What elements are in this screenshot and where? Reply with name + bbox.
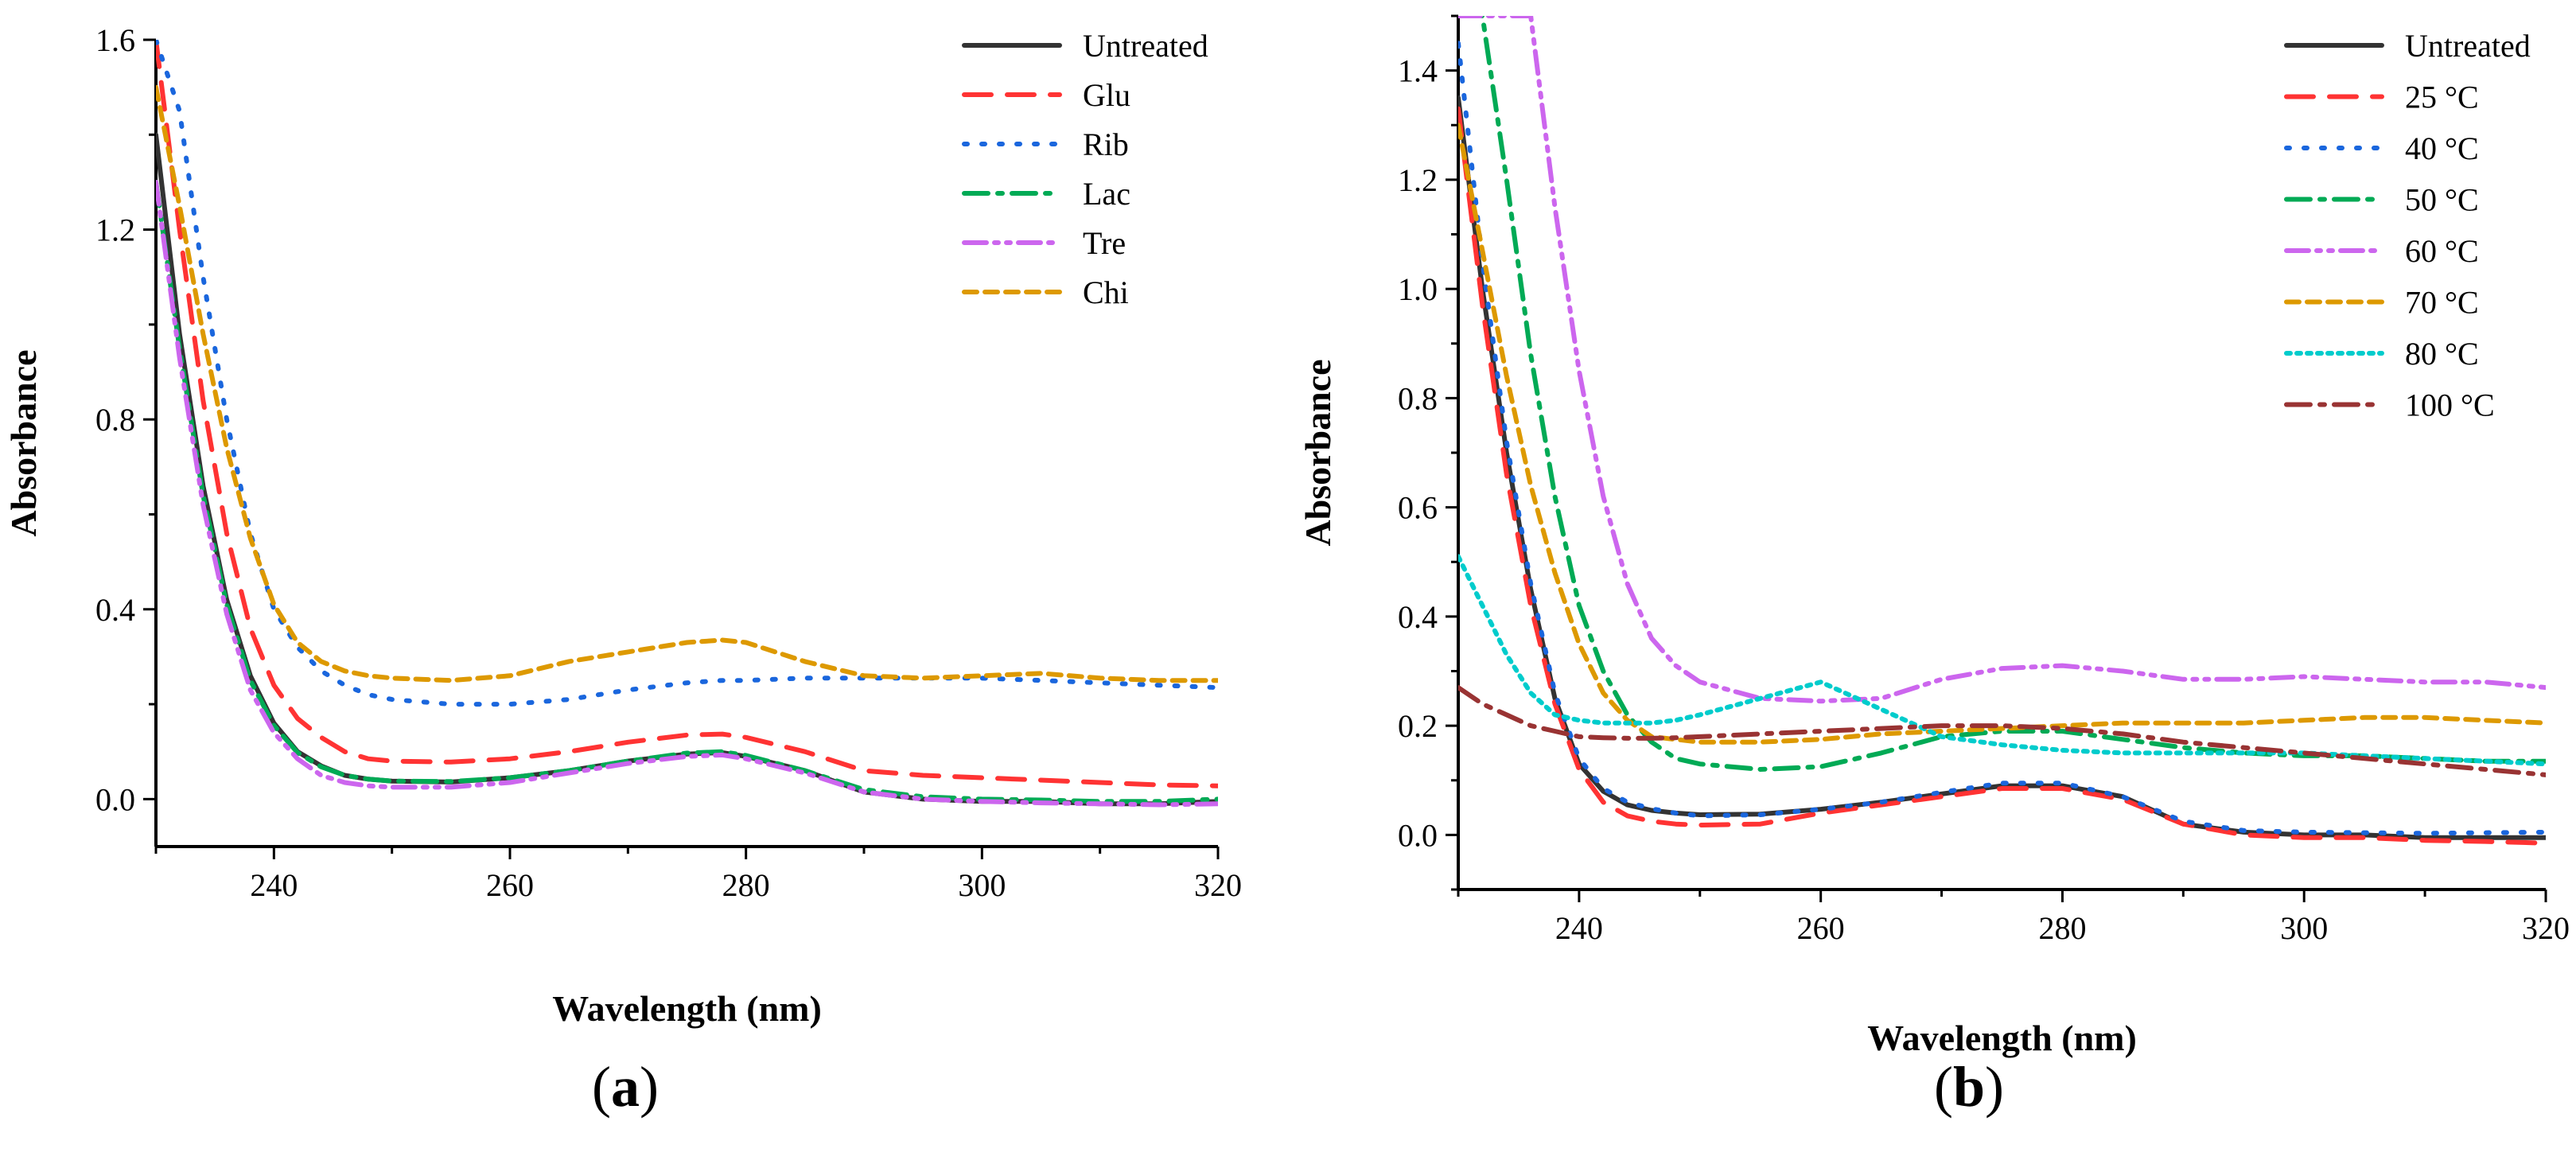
y-tick-label: 0.6 (1398, 490, 1438, 526)
series-line-70-c (1458, 123, 2546, 745)
panel-label: (b) (1934, 1055, 2004, 1119)
x-tick-label: 320 (1194, 867, 1242, 903)
y-tick-label: 0.0 (1398, 817, 1438, 853)
series-line-40-c (1458, 41, 2546, 836)
legend-label: Tre (1083, 225, 1126, 261)
plot-area (156, 40, 1218, 808)
y-tick-label: 0.4 (1398, 599, 1438, 635)
y-axis-title: Absorbance (3, 349, 44, 536)
legend-label: Lac (1083, 176, 1130, 212)
panel-label: (a) (592, 1055, 659, 1119)
legend-label: Untreated (2405, 28, 2531, 64)
legend-label: Chi (1083, 274, 1129, 310)
y-tick-label: 1.0 (1398, 271, 1438, 307)
legend-label: 25 °C (2405, 80, 2479, 115)
x-tick-label: 240 (250, 867, 298, 903)
plot-area (1458, 16, 2546, 846)
x-axis-title: Wavelength (nm) (552, 988, 822, 1029)
legend-label: 100 °C (2405, 387, 2495, 423)
legend-label: Untreated (1083, 28, 1208, 64)
series-line-rib (156, 40, 1218, 707)
legend-label: 70 °C (2405, 285, 2479, 321)
y-tick-label: 1.2 (1398, 162, 1438, 198)
legend-label: 40 °C (2405, 130, 2479, 166)
x-tick-label: 280 (2038, 910, 2086, 946)
panel-label-letter: a (611, 1055, 640, 1119)
series-line-untreated (1458, 95, 2546, 840)
x-tick-label: 260 (1797, 910, 1845, 946)
x-tick-label: 300 (2280, 910, 2328, 946)
legend: Untreated 25 °C 40 °C 50 °C 60 °C 70 °C 80 °C 1… (2284, 28, 2531, 423)
series-line-glu (156, 40, 1218, 788)
y-tick-label: 0.2 (1398, 708, 1438, 744)
chart-panel-b: 240 260 280 300 320 0.0 0.2 0.4 0.6 0.8 1.0 1.2 1.4 W… (1298, 14, 2570, 1119)
x-tick-label: 280 (722, 867, 770, 903)
series-line-tre (156, 179, 1218, 808)
y-tick-label: 1.4 (1398, 53, 1438, 89)
y-tick-label: 0.0 (95, 781, 135, 817)
y-tick-label: 0.4 (95, 592, 135, 628)
panel-label-letter: b (1953, 1055, 1985, 1119)
series-line-80-c (1458, 554, 2546, 767)
legend-label: 80 °C (2405, 336, 2479, 372)
series-line-50-c (1458, 16, 2546, 772)
legend-label: Glu (1083, 77, 1130, 113)
legend-label: 60 °C (2405, 233, 2479, 269)
x-tick-label: 300 (958, 867, 1006, 903)
y-axis-title: Absorbance (1298, 359, 1338, 546)
panel-label-open: ( (1934, 1055, 1953, 1119)
panel-label-close: ) (640, 1055, 659, 1119)
x-axis-title: Wavelength (nm) (1867, 1018, 2137, 1058)
x-tick-label: 260 (486, 867, 534, 903)
chart-panel-a: 240 260 280 300 320 0.0 0.4 0.8 1.2 1.6 Wavelength… (3, 22, 1242, 1119)
y-tick-label: 1.2 (95, 212, 135, 248)
y-tick-label: 0.8 (95, 402, 135, 438)
panel-label-open: ( (592, 1055, 611, 1119)
panel-label-close: ) (1985, 1055, 2004, 1119)
y-tick-label: 1.6 (95, 22, 135, 58)
x-tick-label: 240 (1555, 910, 1603, 946)
series-line-lac (156, 179, 1218, 804)
series-line-chi (156, 84, 1218, 683)
legend-label: 50 °C (2405, 182, 2479, 218)
legend: Untreated Glu Rib Lac Tre Chi (962, 28, 1208, 310)
series-line-25-c (1458, 106, 2546, 846)
legend-label: Rib (1083, 127, 1129, 162)
y-tick-label: 0.8 (1398, 380, 1438, 416)
series-line-60-c (1458, 16, 2546, 704)
series-line-100-c (1458, 685, 2546, 777)
x-tick-label: 320 (2522, 910, 2570, 946)
series-line-untreated (156, 132, 1218, 807)
